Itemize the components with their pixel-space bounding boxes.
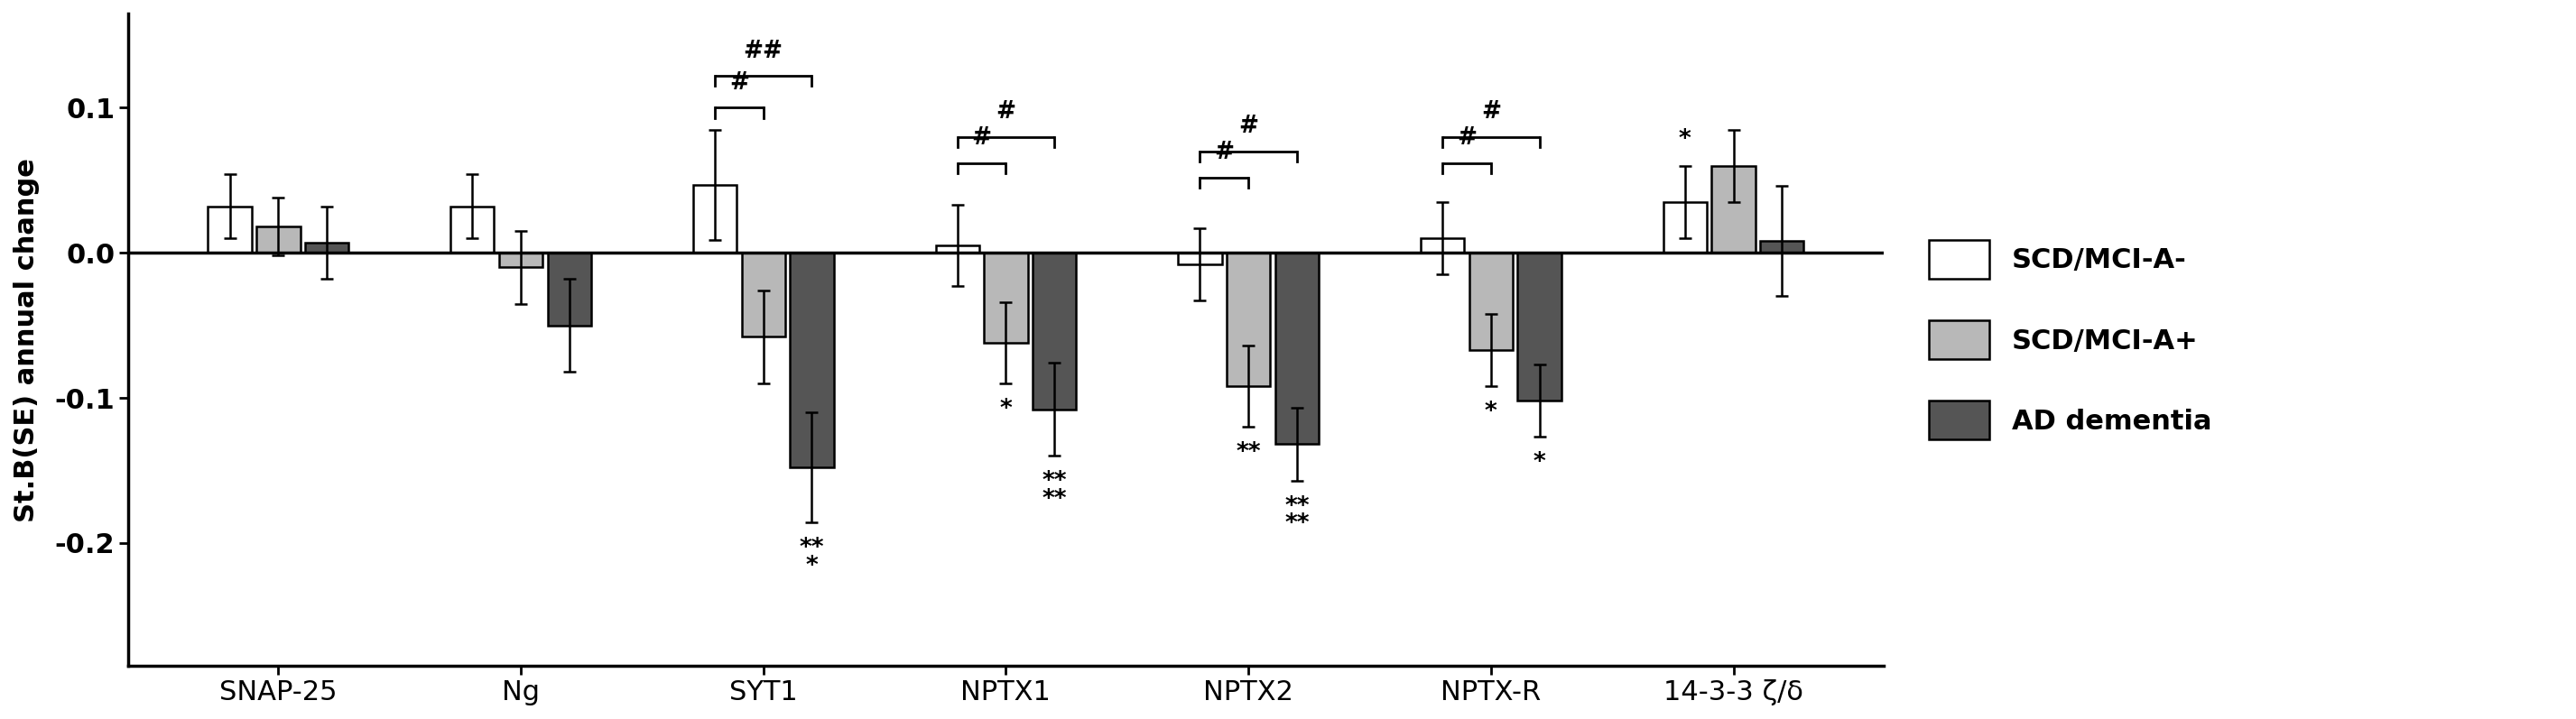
Bar — [1664, 202, 1708, 253]
Text: **: ** — [1041, 470, 1066, 494]
Text: #: # — [971, 127, 992, 150]
Text: **: ** — [1285, 495, 1309, 518]
Bar — [1275, 253, 1319, 444]
Bar — [1759, 241, 1803, 253]
Text: *: * — [1484, 400, 1497, 424]
Bar — [1033, 253, 1077, 409]
Bar — [1517, 253, 1561, 400]
Bar — [258, 226, 301, 253]
Bar — [500, 253, 544, 267]
Bar — [209, 206, 252, 253]
Text: #: # — [997, 100, 1015, 124]
Bar — [791, 253, 835, 467]
Text: **: ** — [1236, 441, 1260, 464]
Bar — [1226, 253, 1270, 386]
Text: *: * — [1533, 452, 1546, 475]
Bar — [1419, 238, 1463, 253]
Bar — [1710, 166, 1754, 253]
Bar — [984, 253, 1028, 343]
Text: **: ** — [1285, 513, 1309, 536]
Text: ##: ## — [744, 40, 783, 63]
Text: #: # — [1458, 127, 1476, 150]
Bar — [1468, 253, 1512, 350]
Bar — [693, 185, 737, 253]
Legend: SCD/MCI-A-, SCD/MCI-A+, AD dementia: SCD/MCI-A-, SCD/MCI-A+, AD dementia — [1914, 226, 2226, 454]
Y-axis label: St.B(SE) annual change: St.B(SE) annual change — [13, 157, 39, 522]
Bar — [304, 243, 348, 253]
Text: #: # — [1481, 100, 1502, 124]
Bar — [742, 253, 786, 337]
Text: *: * — [806, 554, 819, 578]
Bar — [549, 253, 590, 325]
Text: #: # — [729, 71, 750, 95]
Text: #: # — [1239, 115, 1257, 138]
Text: *: * — [999, 398, 1012, 421]
Text: *: * — [1680, 128, 1692, 151]
Text: **: ** — [1041, 487, 1066, 511]
Bar — [1177, 253, 1221, 265]
Text: #: # — [1213, 141, 1234, 165]
Text: **: ** — [799, 537, 824, 561]
Bar — [451, 206, 495, 253]
Bar — [935, 246, 979, 253]
